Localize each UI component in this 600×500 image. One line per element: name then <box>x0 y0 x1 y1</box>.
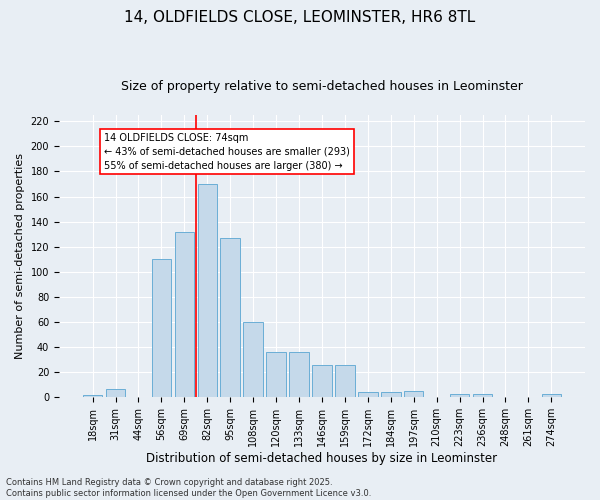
Bar <box>404 391 424 398</box>
Bar <box>542 394 561 398</box>
Bar <box>358 392 377 398</box>
Text: Contains HM Land Registry data © Crown copyright and database right 2025.
Contai: Contains HM Land Registry data © Crown c… <box>6 478 371 498</box>
Title: Size of property relative to semi-detached houses in Leominster: Size of property relative to semi-detach… <box>121 80 523 93</box>
Bar <box>175 232 194 398</box>
Bar <box>197 184 217 398</box>
Bar <box>152 260 171 398</box>
Bar <box>106 388 125 398</box>
Text: 14, OLDFIELDS CLOSE, LEOMINSTER, HR6 8TL: 14, OLDFIELDS CLOSE, LEOMINSTER, HR6 8TL <box>124 10 476 25</box>
X-axis label: Distribution of semi-detached houses by size in Leominster: Distribution of semi-detached houses by … <box>146 452 497 465</box>
Bar <box>450 394 469 398</box>
Bar <box>266 352 286 398</box>
Bar <box>289 352 309 398</box>
Bar <box>83 395 103 398</box>
Bar <box>473 394 492 398</box>
Bar <box>220 238 240 398</box>
Bar <box>312 364 332 398</box>
Y-axis label: Number of semi-detached properties: Number of semi-detached properties <box>15 153 25 359</box>
Bar <box>381 392 401 398</box>
Text: 14 OLDFIELDS CLOSE: 74sqm
← 43% of semi-detached houses are smaller (293)
55% of: 14 OLDFIELDS CLOSE: 74sqm ← 43% of semi-… <box>104 132 350 170</box>
Bar <box>244 322 263 398</box>
Bar <box>335 364 355 398</box>
